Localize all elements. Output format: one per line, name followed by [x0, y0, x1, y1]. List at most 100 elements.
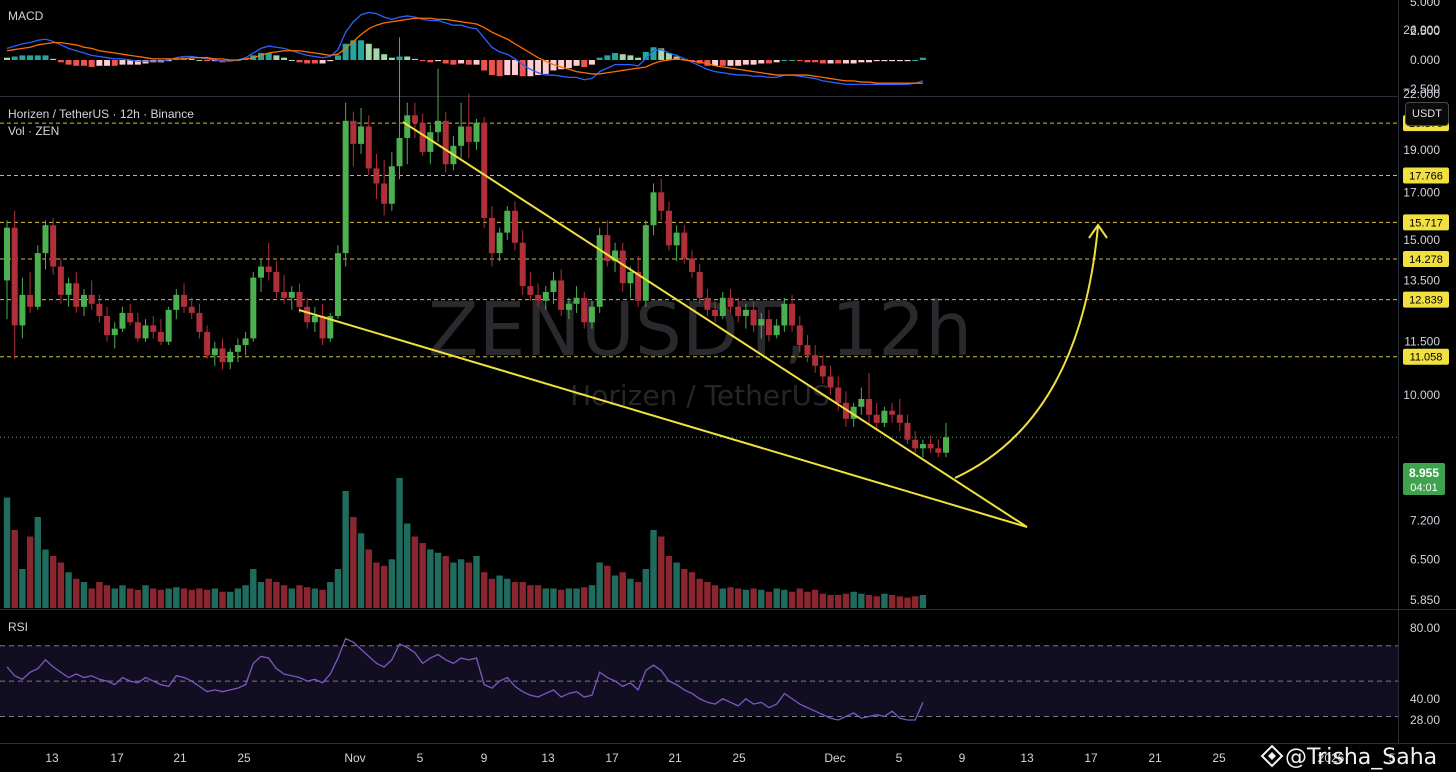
macd-histogram-bar [812, 60, 819, 63]
volume-bar [642, 569, 650, 608]
volume-bar [811, 589, 819, 608]
volume-bar [373, 562, 380, 608]
volume-bar [388, 559, 396, 608]
candle-body [581, 297, 588, 323]
candle-body [819, 365, 826, 377]
volume-bar [442, 556, 449, 608]
volume-bar [26, 536, 34, 608]
macd-histogram-bar [42, 55, 49, 60]
macd-histogram-bar [80, 60, 87, 66]
candle-body [827, 376, 834, 388]
price-tick-label: 5.850 [1410, 593, 1440, 607]
volume-bar [211, 588, 219, 608]
candle-body [750, 309, 757, 326]
volume-bar [788, 591, 796, 608]
candle-body [627, 272, 634, 284]
volume-bar [819, 593, 827, 608]
price-tick-label: 15.000 [1403, 233, 1440, 247]
volume-bar [734, 588, 742, 608]
candle-body [642, 225, 649, 301]
time-axis[interactable]: 13 17 21 25 Nov 5 9 13 17 21 25 Dec 5 9 13 17 21 25 2026 5 [45, 751, 1395, 765]
candle-body [227, 351, 234, 363]
candle-body [719, 297, 726, 317]
volume-bar [904, 597, 911, 608]
candle-body [550, 280, 557, 292]
candle-body [42, 225, 49, 254]
volume-bar [842, 593, 850, 608]
currency-unit-button[interactable]: USDT [1405, 102, 1449, 126]
macd-histogram-bar [381, 54, 388, 60]
volume-bars [3, 478, 927, 608]
candle-body [211, 348, 218, 356]
macd-histogram-bar [919, 57, 926, 60]
volume-bar [265, 578, 272, 608]
rsi-indicator [0, 637, 1398, 721]
candle-body [273, 272, 280, 292]
falling-wedge-drawing[interactable] [298, 121, 1108, 528]
volume-bar [180, 588, 188, 608]
macd-histogram-bar [873, 60, 880, 62]
rsi-label[interactable]: RSI [8, 620, 28, 634]
candle-body [511, 210, 518, 243]
current-price-tag: 8.955 04:01 [1403, 463, 1445, 495]
macd-histogram-bar [511, 60, 518, 76]
macd-histogram-bar [765, 60, 772, 64]
candle-body [542, 291, 549, 301]
macd-histogram-bar [19, 55, 26, 60]
volume-bar [611, 575, 619, 608]
volume-bar [334, 569, 342, 608]
macd-histogram-bar [650, 47, 657, 60]
candle-body [411, 115, 418, 123]
candle-body [758, 319, 765, 326]
candle-body [104, 316, 111, 336]
time-tick-label: 13 [541, 751, 555, 765]
macd-histogram-bar [465, 60, 472, 65]
macd-histogram-bar [388, 57, 395, 60]
level-price-label: 11.058 [1410, 352, 1443, 364]
volume-bar [457, 559, 465, 608]
candle-body [111, 328, 118, 336]
volume-bar [311, 588, 319, 608]
candle-body [842, 402, 849, 419]
volume-bar [796, 588, 803, 608]
candle-body [73, 283, 80, 307]
macd-histogram-bar [565, 60, 572, 69]
time-tick-label: Nov [344, 751, 365, 765]
price-tick-label: 7.200 [1410, 514, 1440, 528]
candle-body [612, 250, 619, 262]
candle-body [689, 258, 696, 273]
candle-body [80, 294, 87, 307]
volume-bar [596, 562, 603, 608]
macd-histogram-bar [896, 60, 903, 62]
volume-bar [742, 589, 750, 608]
candle-body [327, 316, 334, 339]
macd-histogram-bar [850, 60, 857, 64]
level-price-tag [1403, 214, 1449, 231]
macd-label[interactable]: MACD [8, 9, 44, 23]
time-tick-label: 13 [45, 751, 59, 765]
candle-body [927, 443, 934, 449]
candle-body [673, 232, 680, 246]
candle-body [596, 235, 603, 307]
volume-bar [711, 585, 719, 608]
arrow-head-icon [1088, 223, 1108, 239]
volume-bar [634, 582, 642, 608]
candle-body [473, 122, 480, 142]
candlestick-series [4, 37, 949, 458]
level-price-label: 17.766 [1409, 171, 1443, 183]
volume-label[interactable]: Vol · ZEN [8, 124, 59, 138]
volume-bar [835, 595, 842, 608]
macd-histogram-bar [835, 60, 842, 64]
macd-histogram-bar [257, 53, 264, 60]
name-watermark: Horizen / TetherUS [570, 379, 830, 412]
chart-title[interactable]: Horizen / TetherUS · 12h · Binance [8, 107, 194, 121]
candle-body [196, 312, 203, 332]
macd-histogram-bar [527, 60, 534, 77]
macd-histogram-bar [319, 60, 326, 64]
binance-logo-icon [1260, 744, 1284, 768]
volume-bar [42, 549, 49, 608]
volume-bar [404, 523, 411, 608]
time-tick-label: 5 [896, 751, 903, 765]
macd-tick-label: 2.500 [1410, 24, 1440, 38]
